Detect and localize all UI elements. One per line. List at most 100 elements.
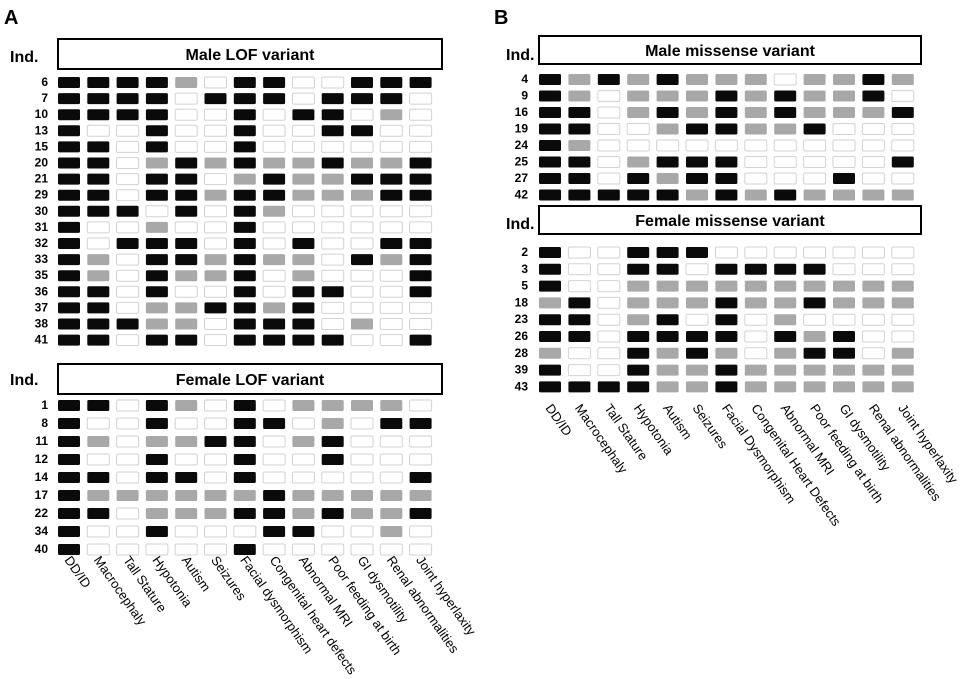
heatmap-cell <box>233 141 256 153</box>
heatmap-cell <box>715 331 738 342</box>
heatmap-cell <box>116 77 139 88</box>
heatmap-cell <box>351 157 373 169</box>
heatmap-cell <box>597 123 621 135</box>
heatmap-cell <box>774 314 797 326</box>
heatmap-cell <box>263 205 286 217</box>
column-label: DD/ID <box>62 553 95 591</box>
heatmap-cell <box>233 173 256 185</box>
heatmap-cell <box>380 109 403 121</box>
heatmap-cell <box>715 90 738 102</box>
heatmap-cell <box>174 124 198 137</box>
heatmap-cell <box>891 381 914 393</box>
heatmap-cell <box>291 124 315 137</box>
heatmap-cell <box>233 205 256 217</box>
heatmap-cell <box>292 318 315 330</box>
heatmap-cell <box>862 74 885 85</box>
heatmap-cell <box>175 254 198 266</box>
heatmap-cell <box>116 507 140 520</box>
individual-label: 17 <box>35 488 49 502</box>
heatmap-cell <box>379 205 403 218</box>
heatmap-cell <box>116 189 140 202</box>
heatmap-cell <box>204 108 227 121</box>
heatmap-cell <box>321 173 344 185</box>
heatmap-cell <box>116 525 140 538</box>
heatmap-cell <box>87 490 110 501</box>
heatmap-cell <box>539 140 561 151</box>
heatmap-cell <box>627 280 650 292</box>
heatmap-cell <box>351 77 373 88</box>
heatmap-cell <box>116 140 140 153</box>
heatmap-cell <box>86 124 110 137</box>
heatmap-cell <box>291 543 315 556</box>
heatmap-cell <box>263 173 286 185</box>
heatmap-cell <box>409 77 432 88</box>
heatmap-cell <box>744 364 767 376</box>
heatmap-cell <box>539 364 561 376</box>
heatmap-cell <box>350 543 374 556</box>
individual-label: 15 <box>35 139 49 153</box>
heatmap-cell <box>58 141 80 153</box>
heatmap-cell <box>773 73 797 86</box>
heatmap-cell <box>597 74 620 85</box>
heatmap-cell <box>715 297 738 309</box>
heatmap-cell <box>174 543 198 556</box>
heatmap-cell <box>145 205 169 218</box>
heatmap-cell <box>627 90 650 102</box>
heatmap-cell <box>627 156 650 168</box>
heatmap-cell <box>567 347 591 360</box>
heatmap-cell <box>204 189 227 201</box>
heatmap-cell <box>87 173 110 185</box>
individual-label: 14 <box>35 470 49 484</box>
heatmap-cell <box>539 74 561 85</box>
heatmap-cell <box>686 189 708 201</box>
heatmap-cell <box>204 436 227 447</box>
heatmap-cell <box>145 221 168 233</box>
heatmap-cell <box>263 93 286 105</box>
heatmap-cell <box>351 189 373 201</box>
heatmap-cell <box>233 93 256 105</box>
heatmap-cell <box>321 93 344 105</box>
heatmap-cell <box>862 297 885 309</box>
heatmap-cell <box>292 302 315 314</box>
heatmap-cell <box>409 140 433 153</box>
heatmap-cell <box>145 125 168 137</box>
heatmap-cell <box>744 90 767 102</box>
heatmap-cell <box>715 314 738 326</box>
heatmap-cell <box>116 157 140 169</box>
heatmap-cell <box>262 124 286 137</box>
heatmap-cell <box>291 417 315 430</box>
heatmap-cell <box>597 263 621 276</box>
heatmap-cell <box>86 525 110 538</box>
heatmap-cell <box>262 399 286 412</box>
heatmap-cell <box>656 189 679 201</box>
heatmap-cell <box>685 263 709 276</box>
heatmap-cell <box>175 238 198 249</box>
individual-label: 33 <box>35 252 49 266</box>
heatmap-cell <box>204 334 227 347</box>
heatmap-cell <box>539 107 561 118</box>
heatmap-cell <box>58 454 80 465</box>
heatmap-cell <box>116 435 140 448</box>
heatmap-cell <box>204 140 227 153</box>
heatmap-cell <box>175 302 198 314</box>
heatmap-cell <box>626 123 650 135</box>
heatmap-cell <box>204 399 227 412</box>
heatmap-cell <box>891 297 914 309</box>
individual-label: 25 <box>515 155 529 169</box>
heatmap-cell <box>568 297 591 309</box>
heatmap-cell <box>292 238 315 249</box>
heatmap-cell <box>774 381 797 393</box>
heatmap-cell <box>321 189 344 201</box>
heatmap-cell <box>380 157 403 169</box>
heatmap-cell <box>233 472 256 483</box>
heatmap-cell <box>87 318 110 330</box>
heatmap-cell <box>380 400 403 411</box>
heatmap-cell <box>321 125 344 137</box>
heatmap-cell <box>175 400 198 411</box>
heatmap-cell <box>627 314 650 326</box>
heatmap-cell <box>891 189 914 201</box>
individual-label: 21 <box>35 172 49 186</box>
heatmap-cell <box>715 280 738 292</box>
heatmap-cell <box>656 314 679 326</box>
